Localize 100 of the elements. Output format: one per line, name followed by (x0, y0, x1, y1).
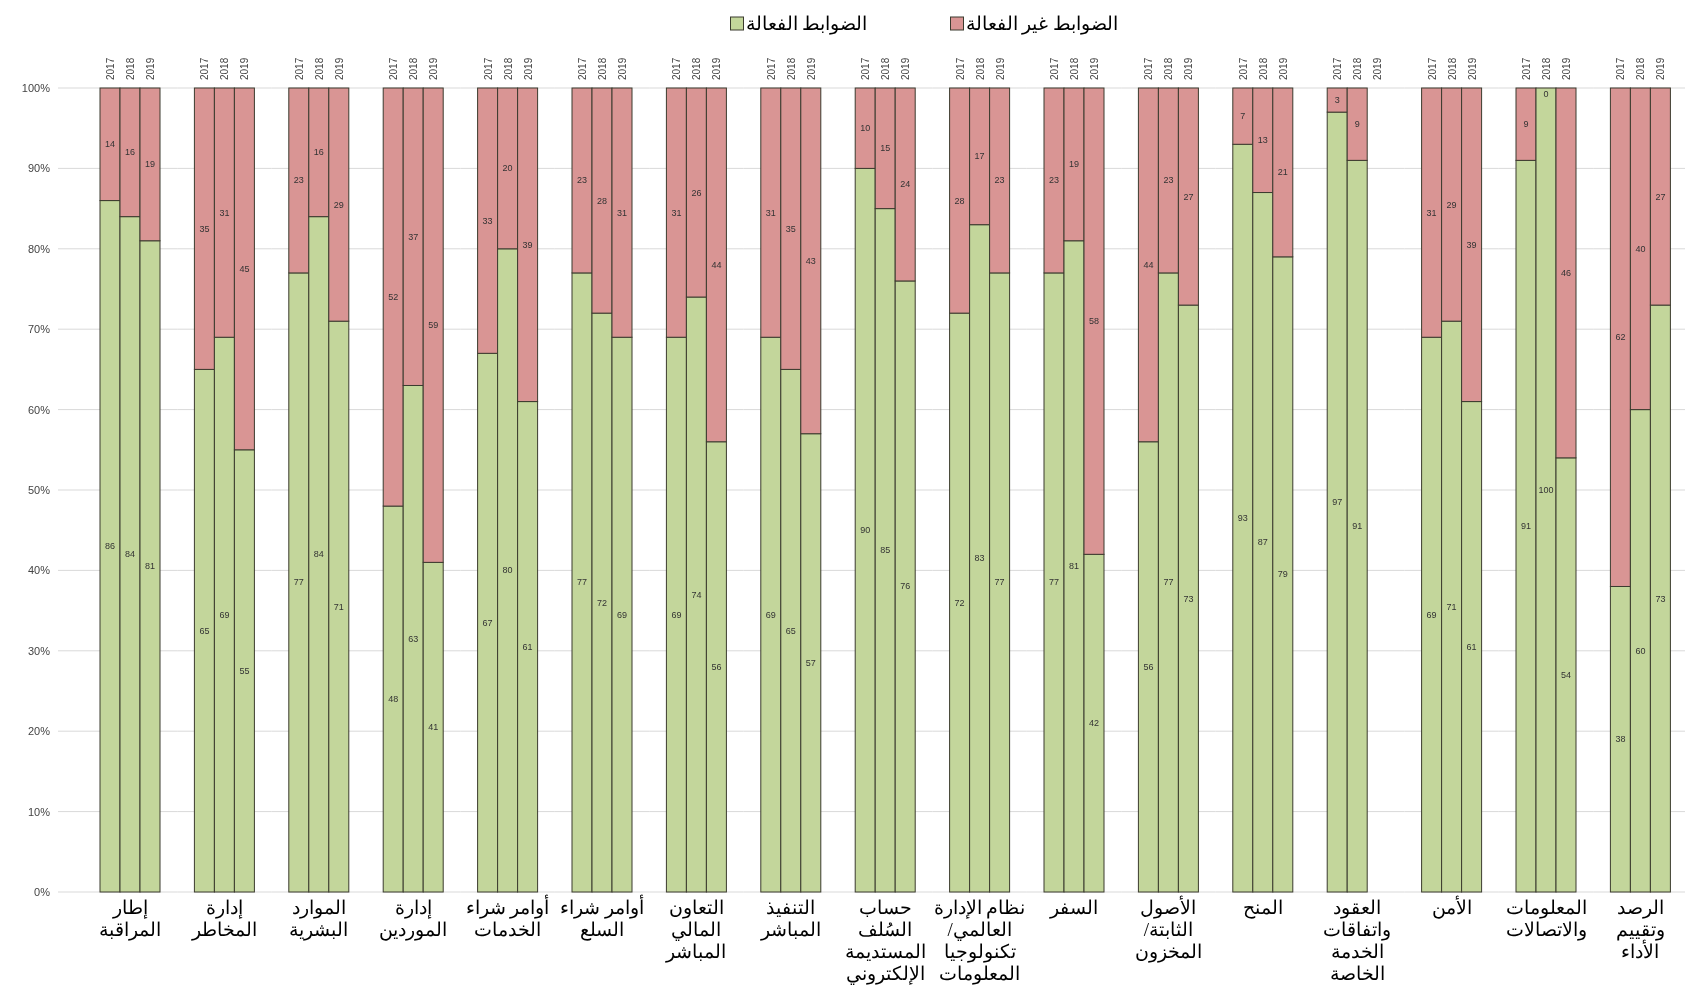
data-label: 84 (313, 549, 324, 560)
x-axis-title: السفر (1049, 897, 1098, 919)
data-label: 37 (408, 231, 419, 242)
data-label: 91 (1352, 521, 1363, 532)
y-tick-label: 0% (34, 886, 51, 898)
data-label: 31 (219, 207, 230, 218)
x-tick-label: 2019 (428, 57, 440, 80)
data-label: 28 (596, 195, 608, 206)
data-label: 23 (293, 175, 304, 186)
data-label: 39 (1466, 239, 1477, 250)
x-axis-title: الأصول الثابتة/ المخزون (1134, 895, 1202, 963)
data-label: 42 (1088, 718, 1100, 729)
x-tick-label: 2018 (1163, 57, 1175, 80)
x-tick-label: 2018 (785, 57, 797, 80)
data-label: 9 (1523, 119, 1529, 130)
x-tick-label: 2018 (408, 57, 420, 80)
data-label: 3 (1334, 95, 1340, 106)
x-tick-label: 2017 (1426, 57, 1438, 80)
data-label: 87 (1257, 537, 1268, 548)
x-tick-label: 2017 (577, 57, 588, 80)
x-tick-label: 2019 (994, 57, 1006, 80)
data-label: 81 (1068, 561, 1080, 572)
x-axis-title: الأمن (1431, 895, 1472, 919)
x-tick-label: 2018 (125, 57, 136, 80)
x-tick-label: 2019 (1466, 57, 1478, 80)
data-label: 93 (1237, 513, 1248, 524)
x-axis-title: إدارة المخاطر (190, 897, 257, 941)
y-tick-label: 40% (27, 564, 51, 577)
x-tick-label: 2017 (671, 57, 683, 80)
y-tick-label: 20% (27, 725, 51, 738)
data-label: 69 (765, 609, 776, 620)
data-label: 27 (1655, 191, 1666, 202)
x-tick-label: 2019 (145, 57, 156, 80)
data-label: 77 (293, 577, 304, 588)
data-label: 69 (1426, 609, 1437, 620)
data-label: 38 (1615, 734, 1626, 745)
data-label: 31 (765, 207, 776, 218)
data-label: 31 (671, 207, 682, 218)
x-tick-label: 2017 (388, 57, 400, 80)
data-label: 69 (616, 609, 628, 620)
x-tick-label: 2018 (1635, 57, 1647, 80)
x-tick-label: 2019 (805, 57, 817, 80)
data-label: 73 (1655, 593, 1666, 604)
x-tick-label: 2018 (219, 57, 231, 80)
x-tick-label: 2019 (522, 57, 534, 80)
legend-label: الضوابط الفعالة (745, 13, 868, 35)
data-label: 62 (1615, 332, 1626, 343)
x-tick-label: 2018 (313, 57, 325, 80)
x-tick-label: 2017 (105, 57, 116, 80)
x-axis-title: المعلومات والاتصالات (1505, 897, 1587, 941)
data-label: 77 (994, 577, 1005, 588)
data-label: 71 (333, 601, 344, 612)
x-tick-label: 2017 (199, 57, 211, 80)
data-label: 83 (974, 553, 985, 564)
data-label: 16 (313, 147, 324, 158)
x-tick-label: 2019 (1561, 57, 1572, 80)
data-label: 65 (199, 625, 210, 636)
data-label: 14 (104, 139, 116, 150)
x-tick-label: 2019 (1372, 57, 1384, 80)
y-tick-label: 50% (27, 484, 51, 496)
data-label: 19 (1068, 159, 1080, 170)
data-label: 7 (1240, 111, 1246, 122)
data-label: 48 (388, 694, 399, 705)
data-label: 15 (880, 143, 891, 154)
data-label: 29 (1446, 199, 1457, 210)
x-tick-label: 2018 (974, 57, 986, 80)
data-label: 58 (1088, 316, 1100, 327)
data-label: 80 (502, 565, 513, 576)
data-label: 23 (576, 175, 588, 186)
data-label: 100 (1538, 485, 1554, 495)
data-label: 39 (522, 239, 533, 250)
data-label: 69 (671, 609, 682, 620)
x-tick-label: 2017 (1237, 57, 1249, 80)
data-label: 63 (408, 633, 419, 644)
x-tick-label: 2017 (954, 57, 966, 80)
data-label: 31 (1426, 207, 1437, 218)
data-label: 41 (428, 722, 439, 733)
y-tick-label: 10% (27, 805, 51, 818)
data-label: 73 (1183, 593, 1194, 604)
data-label: 77 (1163, 577, 1174, 588)
data-label: 67 (482, 617, 493, 628)
data-label: 23 (994, 175, 1005, 186)
x-tick-label: 2019 (617, 57, 628, 80)
data-label: 16 (124, 147, 136, 158)
x-axis-title: نظام الإدارة العالمي/ تكنولوجيا المعلومات (933, 897, 1026, 985)
x-tick-label: 2017 (1521, 57, 1532, 80)
data-label: 33 (482, 215, 493, 226)
data-label: 71 (1446, 601, 1457, 612)
x-axis-title: حساب السُلف المستديمة الإلكتروني (844, 897, 926, 985)
data-label: 27 (1183, 191, 1194, 202)
x-tick-label: 2017 (482, 57, 494, 80)
x-tick-label: 2019 (900, 57, 912, 80)
data-label: 19 (144, 159, 156, 170)
x-axis-title: المنح (1242, 897, 1283, 919)
x-tick-label: 2017 (1143, 57, 1155, 80)
x-tick-label: 2018 (502, 57, 514, 80)
x-axis-title: أوامر شراء السلع (560, 894, 644, 941)
x-tick-label: 2017 (1049, 57, 1060, 80)
x-tick-label: 2019 (1655, 57, 1667, 80)
data-label: 97 (1332, 497, 1343, 508)
